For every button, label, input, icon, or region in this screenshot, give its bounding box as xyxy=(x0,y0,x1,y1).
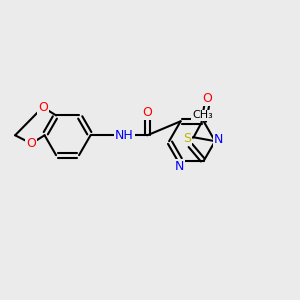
Text: N: N xyxy=(175,160,184,173)
Text: S: S xyxy=(183,132,191,145)
Text: O: O xyxy=(142,106,152,119)
Text: N: N xyxy=(214,133,223,146)
Text: O: O xyxy=(202,92,212,105)
Text: O: O xyxy=(26,137,36,150)
Text: O: O xyxy=(38,100,48,114)
Text: CH₃: CH₃ xyxy=(192,110,213,121)
Text: NH: NH xyxy=(115,129,134,142)
